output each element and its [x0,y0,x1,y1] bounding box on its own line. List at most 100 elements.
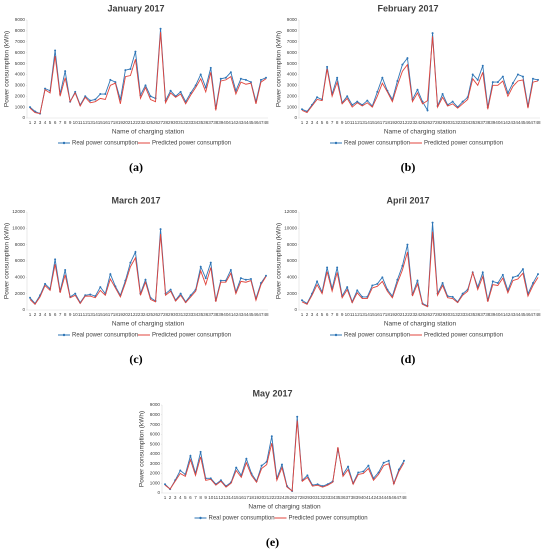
x-tick-label: 23 [138,312,144,317]
x-tick-label: 46 [525,312,531,317]
point [74,292,77,295]
point [461,292,464,295]
x-tick-label: 10 [73,120,79,125]
point [431,221,434,224]
point [537,273,539,276]
x-tick-label: 44 [243,312,249,317]
point [376,282,379,285]
x-tick-label: 13 [88,312,94,317]
point [54,49,57,52]
legend-marker [334,141,338,145]
x-tick-label: 13 [88,120,94,125]
x-tick-label: 27 [295,495,301,500]
point [159,228,162,231]
point [371,284,374,287]
x-axis-label: Name of charging station [112,321,185,328]
chart-title: February 2017 [377,3,438,13]
x-tick-label: 16 [375,312,381,317]
point [362,470,365,473]
point [451,100,454,103]
point [376,90,379,93]
x-tick-label: 16 [103,120,109,125]
x-tick-label: 20 [395,312,401,317]
point [401,63,404,66]
point [280,463,283,466]
x-tick-label: 16 [239,495,245,500]
y-tick-label: 10000 [12,226,25,231]
x-tick-label: 1 [301,120,304,125]
legend-label: Predicted power consumption [152,141,231,147]
point [54,258,57,261]
point [124,69,127,72]
x-tick-label: 33 [325,495,331,500]
x-tick-label: 41 [366,495,372,500]
x-tick-label: 37 [208,312,214,317]
x-tick-label: 22 [269,495,275,500]
point [265,274,267,277]
point [134,50,137,53]
point [94,98,97,101]
x-tick-label: 35 [198,120,204,125]
point [416,279,419,282]
x-tick-label: 48 [535,120,541,125]
point [239,277,242,280]
point [249,277,252,280]
x-tick-label: 26 [425,312,431,317]
x-tick-label: 38 [213,120,219,125]
x-tick-label: 42 [371,495,377,500]
x-tick-label: 5 [184,495,187,500]
x-tick-label: 31 [450,312,456,317]
y-tick-label: 8000 [150,412,161,417]
x-tick-label: 45 [386,495,392,500]
point [84,95,87,98]
x-tick-label: 27 [158,120,164,125]
point [382,461,385,464]
x-tick-label: 40 [495,312,501,317]
point [346,95,349,98]
x-tick-label: 42 [505,120,511,125]
x-tick-label: 3 [39,120,42,125]
point [316,96,319,99]
x-tick-label: 34 [330,495,336,500]
point [441,93,444,96]
x-tick-label: 8 [199,495,202,500]
x-axis-label: Name of charging station [248,504,321,511]
x-tick-label: 14 [229,495,235,500]
x-tick-label: 13 [360,120,366,125]
y-tick-label: 3000 [150,461,161,466]
point [501,273,504,276]
x-tick-label: 39 [490,312,496,317]
x-tick-label: 24 [143,120,149,125]
point [451,295,454,298]
point [164,483,166,486]
point [521,75,524,78]
x-tick-label: 15 [370,312,376,317]
point [491,81,494,84]
y-axis-label: Power consumption (kWh) [139,411,146,487]
point [301,299,303,302]
y-tick-label: 5000 [15,61,26,66]
x-tick-label: 2 [34,312,37,317]
x-tick-label: 3 [39,312,42,317]
point [235,466,238,469]
point [169,89,172,92]
point [224,76,227,79]
x-tick-label: 17 [380,312,386,317]
legend-marker [199,516,202,520]
point [74,90,77,93]
x-tick-label: 31 [178,120,184,125]
y-tick-label: 1000 [150,480,161,485]
x-tick-label: 25 [148,312,154,317]
x-tick-label: 14 [93,312,99,317]
x-tick-label: 28 [163,120,169,125]
x-tick-label: 40 [361,495,367,500]
point [431,32,434,35]
y-tick-label: 2000 [150,471,161,476]
x-tick-label: 34 [193,120,199,125]
point [326,266,329,269]
x-tick-label: 42 [233,312,239,317]
x-tick-label: 7 [331,312,334,317]
point [476,78,479,81]
x-tick-label: 12 [83,120,89,125]
